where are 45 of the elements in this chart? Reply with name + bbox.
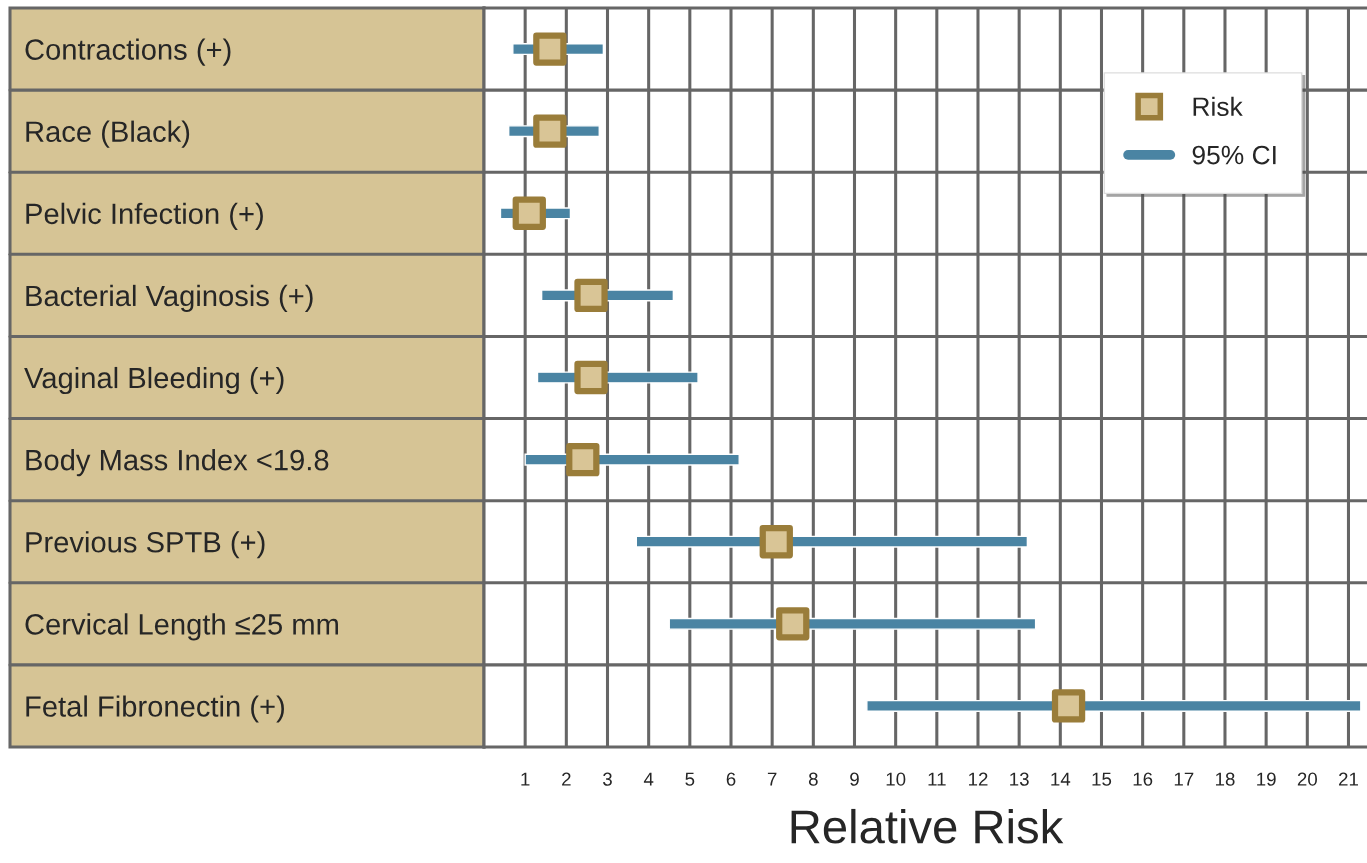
- y-tick-label: Bacterial Vaginosis (+): [26, 284, 313, 313]
- bar: [866, 699, 1362, 712]
- x-tick-label: 9: [850, 772, 859, 786]
- x-tick-label: 10: [886, 772, 906, 786]
- x-tick-label: 18: [1215, 772, 1235, 786]
- point: [776, 607, 810, 641]
- x-tick-label: 5: [685, 772, 695, 786]
- point: [533, 114, 567, 148]
- y-tick-label: Vaginal Bleeding (+): [24, 366, 284, 395]
- point: [574, 360, 608, 395]
- point: [533, 32, 567, 66]
- x-tick-label: 12: [968, 772, 988, 786]
- x-tick-label: 17: [1174, 772, 1194, 786]
- x-axis-title: Relative Risk: [791, 808, 1064, 844]
- point: [512, 196, 546, 230]
- x-tick-label: 11: [928, 772, 946, 786]
- point: [759, 525, 793, 559]
- x-tick-label: 20: [1297, 772, 1318, 786]
- y-tick-label: Fetal Fibronectin (+): [26, 695, 284, 723]
- x-tick-label: 15: [1092, 772, 1112, 786]
- point: [566, 442, 600, 477]
- x-tick-label: 6: [726, 772, 736, 786]
- x-tick-label: 21: [1338, 772, 1358, 786]
- x-tick-label: 4: [643, 772, 654, 786]
- x-tick-label: 7: [767, 772, 777, 786]
- y-tick-label: Race (Black): [26, 120, 190, 148]
- x-tick-label: 8: [808, 772, 818, 786]
- x-tick-label: 14: [1051, 772, 1071, 786]
- point: [574, 278, 608, 313]
- x-tick-label: 13: [1010, 772, 1029, 786]
- legend-label: Risk: [1193, 96, 1243, 117]
- y-tick-label: Previous SPTB (+): [26, 531, 265, 559]
- bar: [668, 617, 1037, 630]
- x-tick-label: 16: [1133, 772, 1153, 786]
- y-tick-label: Pelvic Infection (+): [26, 202, 263, 230]
- point: [1051, 689, 1086, 723]
- y-tick-label: Contractions (+): [25, 38, 231, 66]
- x-tick-label: 2: [562, 772, 571, 786]
- legend-label: 95% CI: [1192, 145, 1276, 165]
- x-tick-label: 19: [1257, 772, 1276, 786]
- x-tick-label: 1: [521, 772, 530, 786]
- y-tick-label: Body Mass Index <19.8: [26, 449, 329, 477]
- y-tick-label: Cervical Length ≤25 mm: [25, 613, 338, 641]
- bar: [635, 535, 1029, 548]
- x-tick-label: 3: [603, 772, 612, 786]
